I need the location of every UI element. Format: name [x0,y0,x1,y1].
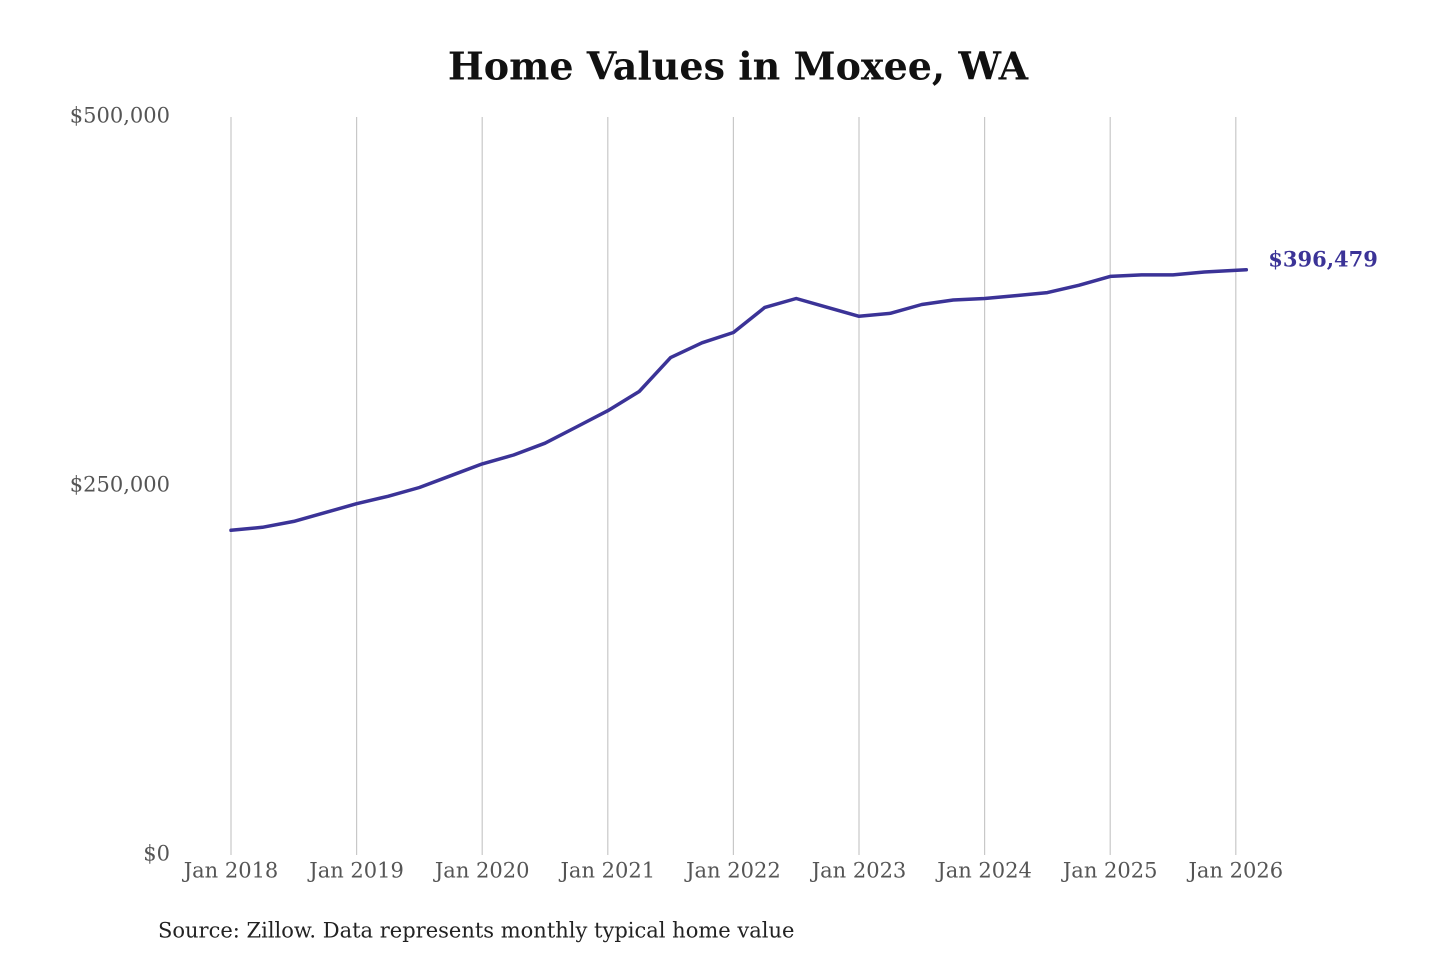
x-tick-label: Jan 2024 [935,859,1032,883]
chart-title: Home Values in Moxee, WA [448,44,1029,89]
source-note: Source: Zillow. Data represents monthly … [158,919,794,943]
y-tick-label: $500,000 [70,104,170,128]
x-tick-label: Jan 2018 [182,859,279,883]
y-tick-label: $0 [143,842,170,866]
x-tick-label: Jan 2023 [810,859,907,883]
x-tick-label: Jan 2021 [559,859,656,883]
data-line [229,268,1249,533]
x-tick-label: Jan 2020 [433,859,530,883]
value-label: $396,479 [1268,246,1378,271]
y-tick-label: $250,000 [70,473,170,497]
x-tick-label: Jan 2025 [1061,859,1158,883]
x-tick-label: Jan 2026 [1187,859,1284,883]
x-tick-label: Jan 2022 [684,859,781,883]
x-tick-label: Jan 2019 [307,859,404,883]
